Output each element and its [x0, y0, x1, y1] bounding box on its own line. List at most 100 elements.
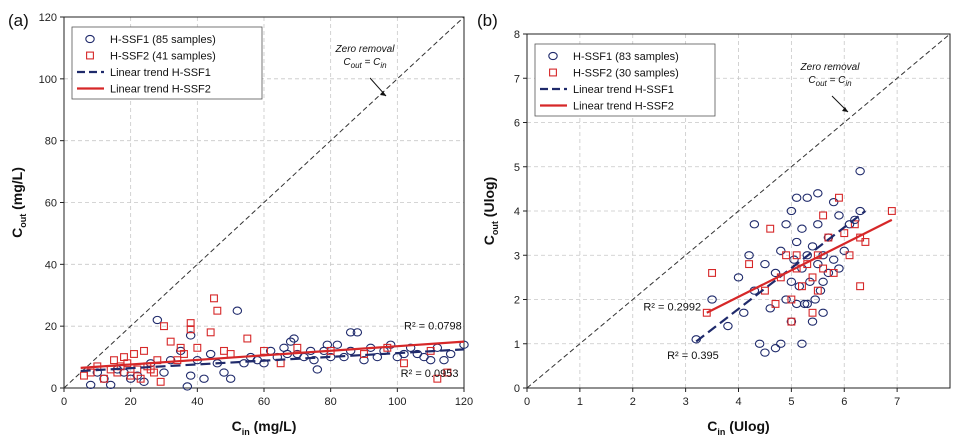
data-point-square	[443, 368, 452, 377]
data-point-square	[433, 374, 442, 383]
data-point-circle	[781, 295, 791, 304]
data-point-circle	[802, 299, 812, 309]
series-2	[80, 294, 452, 386]
data-point-circle	[723, 321, 733, 331]
data-point-circle	[345, 346, 356, 356]
trend-line-2	[80, 340, 465, 370]
zero-removal-label: Zero removal	[335, 44, 396, 55]
trend-line-2	[706, 218, 893, 314]
data-point-square	[206, 328, 215, 337]
data-point-square	[835, 193, 843, 202]
data-point-square	[797, 282, 806, 291]
data-point-circle	[776, 339, 786, 348]
data-point-circle	[749, 220, 760, 229]
x-tick-label: 120	[455, 396, 473, 408]
data-point-circle	[828, 197, 839, 207]
data-point-circle	[372, 352, 383, 362]
data-point-circle	[92, 368, 103, 377]
data-point-circle	[185, 371, 196, 380]
data-point-circle	[850, 215, 860, 224]
data-point-circle	[791, 299, 802, 309]
y-tick-label: 2	[514, 295, 520, 307]
y-tick-label: 5	[514, 162, 520, 174]
data-point-circle	[459, 340, 469, 349]
zero-removal-line	[526, 33, 951, 389]
data-point-circle	[232, 306, 243, 315]
legend-marker-square	[549, 68, 557, 77]
y-tick-label: 40	[45, 259, 57, 271]
x-tick-label: 1	[577, 396, 583, 408]
data-point-circle	[823, 268, 834, 278]
y-tick-label: 20	[45, 321, 57, 333]
legend-box	[71, 26, 263, 100]
data-point-square	[745, 260, 754, 269]
x-tick-label: 20	[125, 396, 137, 408]
data-point-square	[293, 343, 302, 352]
y-tick-label: 3	[514, 250, 520, 262]
data-point-circle	[765, 304, 775, 313]
data-point-square	[702, 308, 711, 317]
data-point-circle	[834, 264, 844, 273]
y-axis-label: Cout (Ulog)	[481, 177, 500, 245]
data-point-circle	[733, 273, 744, 282]
legend-label: Linear trend H-SSF2	[110, 84, 211, 96]
data-point-circle	[289, 334, 299, 343]
data-point-square	[166, 337, 175, 346]
data-point-circle	[786, 206, 797, 216]
y-tick-label: 0	[51, 383, 57, 395]
data-point-square	[133, 365, 142, 374]
legend-marker-circle	[548, 51, 558, 61]
data-point-circle	[791, 193, 802, 202]
data-point-square	[845, 251, 854, 260]
x-tick-label: 0	[61, 396, 67, 408]
x-tick-label: 6	[841, 396, 847, 408]
data-point-circle	[707, 295, 717, 304]
zero-removal-arrowhead	[842, 107, 848, 112]
data-point-circle	[739, 308, 749, 317]
data-point-square	[782, 251, 791, 260]
data-point-circle	[332, 340, 343, 349]
x-tick-label: 3	[683, 396, 689, 408]
legend-label: H-SSF2 (41 samples)	[110, 51, 216, 63]
x-axis-label: Cin (Ulog)	[707, 418, 769, 435]
data-point-circle	[165, 356, 176, 365]
legend-label: Linear trend H-SSF2	[573, 101, 674, 113]
legend-marker-square	[86, 51, 94, 60]
y-tick-label: 6	[514, 118, 520, 130]
x-tick-label: 0	[524, 396, 530, 408]
r-squared-label: R² = 0.0798	[404, 320, 462, 332]
data-point-square	[808, 273, 817, 282]
data-point-circle	[810, 295, 820, 304]
data-point-circle	[225, 374, 236, 383]
legend: H-SSF1 (85 samples) H-SSF2 (41 samples) Li…	[71, 26, 263, 100]
data-point-square	[86, 368, 95, 377]
data-point-square	[136, 374, 145, 383]
legend-label: Linear trend H-SSF1	[110, 67, 211, 79]
data-point-square	[123, 359, 132, 368]
data-point-circle	[797, 339, 807, 348]
data-point-square	[126, 371, 135, 380]
data-point-square	[80, 371, 88, 380]
data-point-circle	[85, 380, 96, 390]
data-point-circle	[818, 277, 828, 286]
x-tick-label: 100	[388, 396, 406, 408]
data-point-circle	[760, 259, 770, 269]
data-point-square	[887, 207, 896, 215]
data-point-circle	[794, 282, 805, 291]
data-point-square	[861, 238, 870, 246]
data-point-circle	[789, 255, 799, 264]
data-point-square	[186, 325, 195, 334]
x-tick-label: 4	[735, 396, 741, 408]
data-point-circle	[839, 246, 849, 255]
data-point-square	[708, 268, 717, 277]
data-point-circle	[805, 277, 815, 286]
y-tick-label: 80	[45, 136, 57, 148]
legend-box	[534, 43, 716, 117]
data-point-circle	[786, 277, 797, 286]
data-point-square	[130, 350, 138, 358]
legend-label: H-SSF1 (83 samples)	[573, 51, 679, 63]
data-point-circle	[776, 246, 786, 255]
data-point-circle	[445, 349, 456, 359]
